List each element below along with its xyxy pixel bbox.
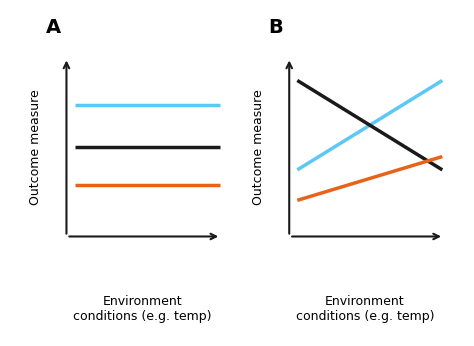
Text: Environment
conditions (e.g. temp): Environment conditions (e.g. temp) — [296, 295, 434, 324]
Text: B: B — [268, 18, 283, 37]
Text: Outcome measure: Outcome measure — [29, 89, 42, 205]
Text: Outcome measure: Outcome measure — [252, 89, 265, 205]
Text: A: A — [46, 18, 61, 37]
Text: Environment
conditions (e.g. temp): Environment conditions (e.g. temp) — [73, 295, 211, 324]
